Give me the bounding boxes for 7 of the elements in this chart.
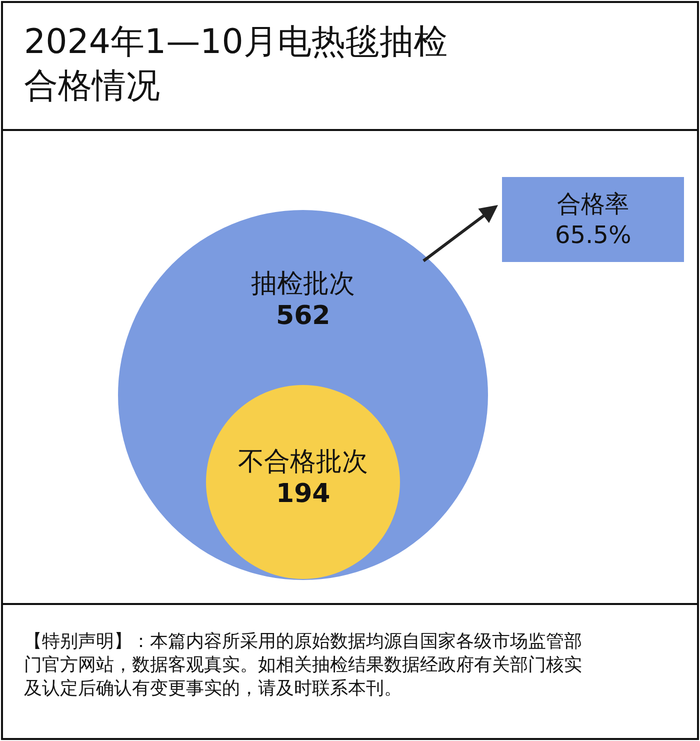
- data-label: 562: [276, 301, 330, 331]
- text: 合格率 65.5%: [555, 190, 632, 250]
- category-label: 抽检批次: [251, 269, 355, 299]
- text: 【特别声明】：本篇内容所采用的原始数据均源自国家各级市场监管部门官方网站，数据客观真实。如相关抽检结果数据经政府有关部门核实及认定后确认有变更事实的，请及时联系本刊。: [24, 631, 582, 699]
- text: 2024年1—10月电热毯抽检合格情况: [24, 22, 448, 106]
- data-label: 194: [276, 479, 330, 509]
- category-label: 不合格批次: [238, 447, 368, 477]
